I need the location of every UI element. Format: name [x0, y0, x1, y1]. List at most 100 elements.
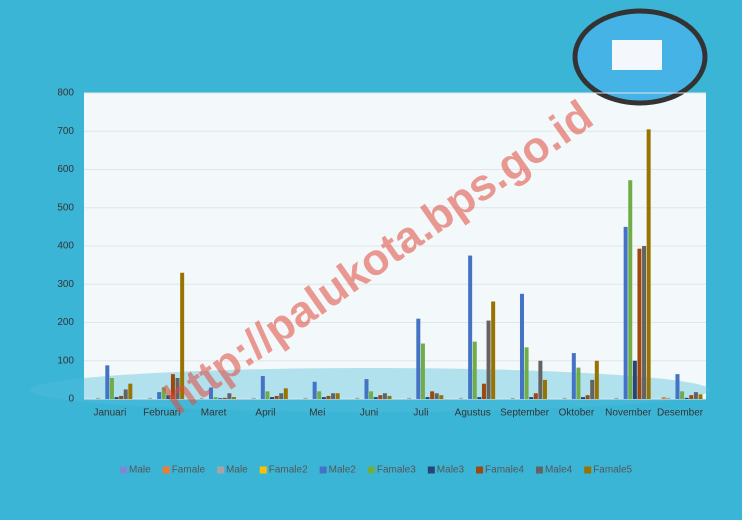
- bar: [576, 368, 580, 399]
- bar: [511, 398, 515, 399]
- x-tick-label: Juli: [413, 408, 428, 419]
- bar: [369, 391, 373, 399]
- x-tick-label: Agustus: [455, 408, 491, 419]
- legend-swatch: [368, 467, 375, 474]
- legend-label: Male: [226, 465, 248, 476]
- legend-label: Male4: [545, 465, 573, 476]
- bar: [421, 344, 425, 399]
- bar: [322, 397, 326, 399]
- bar: [642, 246, 646, 399]
- bar: [275, 396, 279, 399]
- bar: [317, 391, 321, 399]
- bar: [439, 395, 443, 399]
- y-tick-label: 200: [57, 317, 74, 328]
- bar: [572, 353, 576, 399]
- x-tick-label: Mei: [309, 408, 325, 419]
- bar: [563, 398, 567, 399]
- legend-label: Famale: [172, 465, 206, 476]
- bar: [680, 391, 684, 399]
- bar: [355, 398, 359, 399]
- bar: [252, 398, 256, 399]
- bar: [590, 380, 594, 399]
- y-tick-label: 700: [57, 126, 74, 137]
- bar: [543, 380, 547, 399]
- bar: [685, 398, 689, 399]
- logo-board: [612, 40, 662, 70]
- bar: [261, 376, 265, 399]
- x-tick-label: Oktober: [559, 408, 595, 419]
- legend-label: Male: [129, 465, 151, 476]
- legend-label: Famale2: [269, 465, 308, 476]
- bar: [227, 393, 231, 399]
- bar: [586, 395, 590, 399]
- bar: [364, 379, 368, 399]
- legend-swatch: [260, 467, 267, 474]
- bar: [637, 249, 641, 399]
- bar: [581, 397, 585, 399]
- y-tick-label: 800: [57, 88, 74, 99]
- bar: [336, 393, 340, 399]
- bar: [491, 301, 495, 399]
- bar: [595, 361, 599, 399]
- chart: 0100200300400500600700800JanuariFebruari…: [0, 0, 742, 520]
- y-tick-label: 100: [57, 355, 74, 366]
- legend-swatch: [217, 467, 224, 474]
- x-tick-label: Maret: [201, 408, 227, 419]
- bar: [614, 398, 618, 399]
- bar: [662, 397, 666, 399]
- bar: [128, 384, 132, 399]
- bar: [624, 227, 628, 399]
- x-tick-label: April: [255, 408, 275, 419]
- bar: [487, 321, 491, 399]
- legend-swatch: [536, 467, 543, 474]
- bar: [279, 393, 283, 399]
- bar: [374, 397, 378, 399]
- legend-label: Male2: [329, 465, 357, 476]
- legend-swatch: [428, 467, 435, 474]
- bar: [689, 395, 693, 399]
- bar: [387, 396, 391, 399]
- bar: [223, 398, 227, 399]
- bar: [232, 397, 236, 399]
- bar: [407, 398, 411, 399]
- bar: [468, 256, 472, 399]
- bar: [383, 393, 387, 399]
- x-tick-label: September: [500, 408, 550, 419]
- bar: [426, 397, 430, 399]
- bar: [119, 396, 123, 399]
- bar: [628, 180, 632, 399]
- bar: [435, 393, 439, 399]
- x-tick-label: Desember: [657, 408, 704, 419]
- bar: [525, 347, 529, 399]
- bar: [124, 389, 128, 399]
- legend-swatch: [120, 467, 127, 474]
- y-tick-label: 500: [57, 202, 74, 213]
- bar: [303, 398, 307, 399]
- bar: [284, 388, 288, 399]
- legend-label: Famale5: [593, 465, 632, 476]
- y-tick-label: 400: [57, 241, 74, 252]
- bar: [270, 397, 274, 399]
- bar: [416, 319, 420, 399]
- bar: [529, 397, 533, 399]
- bar: [534, 393, 538, 399]
- bar: [110, 378, 114, 399]
- bar: [430, 391, 434, 399]
- legend-swatch: [584, 467, 591, 474]
- bar: [459, 398, 463, 399]
- legend-label: Famale4: [485, 465, 524, 476]
- bar: [698, 394, 702, 399]
- bar: [666, 398, 670, 399]
- bar: [538, 361, 542, 399]
- legend-swatch: [320, 467, 327, 474]
- legend-swatch: [163, 467, 170, 474]
- bar: [313, 382, 317, 399]
- bar: [148, 398, 152, 399]
- bar: [115, 397, 119, 399]
- y-tick-label: 600: [57, 164, 74, 175]
- bar: [331, 393, 335, 399]
- bar: [647, 129, 651, 399]
- legend-label: Famale3: [377, 465, 416, 476]
- bar: [473, 342, 477, 399]
- bar: [105, 365, 109, 399]
